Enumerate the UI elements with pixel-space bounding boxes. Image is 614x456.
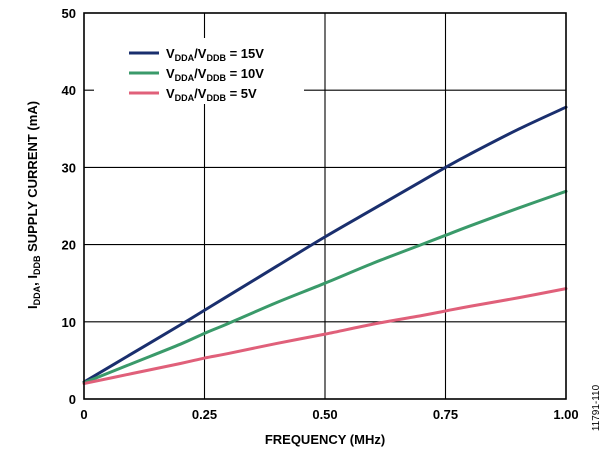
x-tick-label: 1.00 [553, 407, 578, 422]
x-tick-label: 0.75 [433, 407, 458, 422]
x-axis-label: FREQUENCY (MHz) [265, 432, 385, 447]
label-part: /V [194, 86, 207, 101]
series-line-0 [82, 105, 568, 384]
y-tick-label: 10 [62, 315, 76, 330]
plot-frame [83, 12, 567, 400]
y-tick-label: 30 [62, 160, 76, 175]
label-subscript: DDA [32, 285, 42, 305]
label-part: /V [194, 46, 207, 61]
series-lines [82, 105, 568, 386]
label-part: SUPPLY CURRENT (mA) [25, 101, 40, 256]
figure-id: 11791-110 [591, 384, 602, 431]
label-subscript: DDB [32, 255, 42, 275]
x-tick-label: 0.50 [312, 407, 337, 422]
y-tick-label: 50 [62, 6, 76, 21]
label-subscript: DDA [175, 93, 195, 103]
legend-entry: VDDA​/VDDB​ = 5V [166, 86, 257, 103]
legend-entry: VDDA​/VDDB​ = 10V [166, 66, 264, 83]
y-axis-label: IDDA​, IDDB​ SUPPLY CURRENT (mA) [25, 101, 42, 309]
y-tick-label: 20 [62, 238, 76, 253]
y-tick-labels: 0 10 20 30 40 50 [62, 6, 76, 407]
series-line-2 [82, 287, 568, 386]
label-part: = 5V [226, 86, 257, 101]
label-part: , I [25, 275, 40, 286]
series-line-1 [82, 189, 568, 385]
label-subscript: DDA [175, 53, 195, 63]
label-subscript: DDB [206, 73, 226, 83]
label-subscript: DDA [175, 73, 195, 83]
y-tick-label: 0 [69, 392, 76, 407]
y-tick-label: 40 [62, 83, 76, 98]
label-part: I [25, 305, 40, 309]
x-tick-label: 0.25 [192, 407, 217, 422]
x-tick-labels: 0 0.25 0.50 0.75 1.00 [80, 407, 578, 422]
label-part: = 15V [226, 46, 264, 61]
label-part: V [166, 66, 175, 81]
label-part: /V [194, 66, 207, 81]
label-subscript: DDB [206, 53, 226, 63]
legend-entry: VDDA​/VDDB​ = 15V [166, 46, 264, 63]
x-tick-label: 0 [80, 407, 87, 422]
label-part: V [166, 46, 175, 61]
label-subscript: DDB [206, 93, 226, 103]
label-part: V [166, 86, 175, 101]
label-part: = 10V [226, 66, 264, 81]
